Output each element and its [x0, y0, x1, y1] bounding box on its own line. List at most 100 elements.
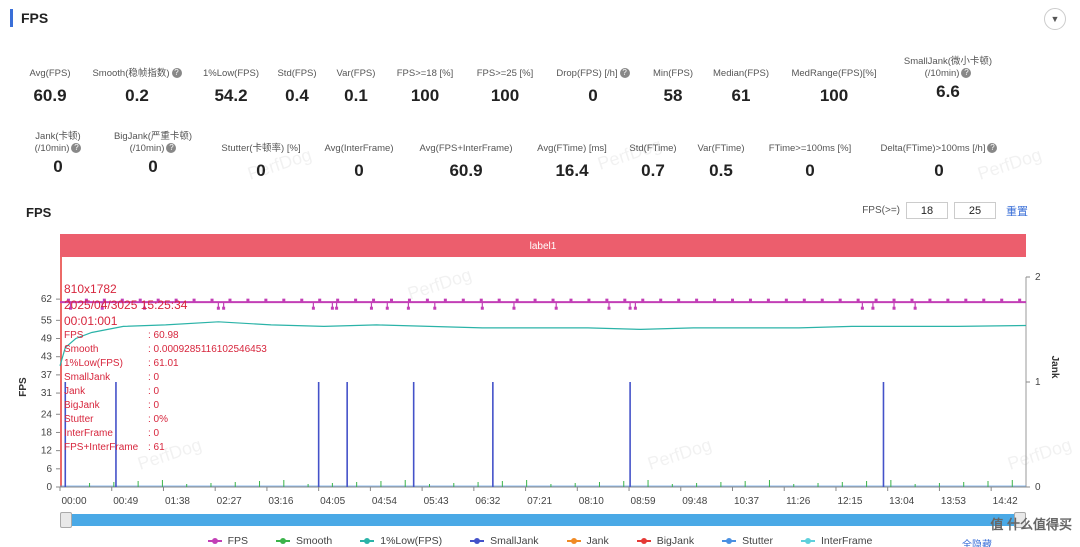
legend-item[interactable]: BigJank [636, 535, 695, 547]
metric-value: 0 [256, 161, 266, 180]
y-tick-label: 49 [41, 334, 53, 345]
series-fps-point [318, 298, 322, 302]
metric-metrics_row1-9: Median(FPS) 61 [681, 68, 801, 106]
metric-label: FPS>=25 [%] [445, 68, 565, 80]
series-fps-point [461, 298, 465, 302]
series-fps-point [354, 298, 358, 302]
series-fps-point [433, 306, 437, 310]
series-fps-point [282, 298, 286, 302]
label-band[interactable] [60, 234, 1026, 257]
series-fps-point [628, 306, 632, 310]
help-icon[interactable]: ? [71, 143, 82, 154]
series-fps-point [192, 298, 196, 302]
metric-value: 0.4 [285, 86, 309, 105]
help-icon[interactable]: ? [619, 68, 630, 79]
tooltip-key: SmallJank [64, 372, 111, 383]
hide-all-link[interactable]: 全隐藏 [962, 540, 992, 547]
scrollbar-right-handle[interactable] [1014, 512, 1026, 528]
x-tick-label: 11:26 [786, 496, 811, 507]
section-title: FPS [21, 10, 49, 26]
legend-label: Smooth [296, 535, 333, 547]
help-icon[interactable]: ? [171, 68, 182, 79]
tooltip-row: Smooth: 0.0009285116102546453 [64, 343, 267, 357]
metric-metrics_row2-6: Std(FTime) 0.7 [593, 143, 713, 181]
help-icon[interactable]: ? [987, 143, 998, 154]
legend-item[interactable]: Smooth [276, 535, 332, 547]
help-icon[interactable]: ? [166, 143, 177, 154]
tooltip-value: : 0% [148, 414, 169, 425]
section-header: FPS [10, 8, 48, 28]
series-fps-point [443, 298, 447, 302]
legend-swatch [722, 538, 737, 544]
series-fps-point [964, 298, 968, 302]
tooltip-datetime: 2025/04/3025 15:25:34 [64, 298, 188, 312]
time-range-scrollbar[interactable] [60, 512, 1026, 528]
series-fps-point [497, 298, 501, 302]
series-fps-point [913, 306, 917, 310]
series-fps-point [677, 298, 681, 302]
tooltip-value: : 0 [148, 372, 160, 383]
tooltip-row: Jank: 0 [64, 385, 267, 399]
series-fps-point [713, 298, 717, 302]
y-tick-label: 37 [41, 370, 53, 381]
metric-label-unit: (/10min) [34, 143, 70, 154]
metric-label: BigJank(严重卡顿) (/10min)? [93, 131, 213, 155]
series-fps-point [982, 298, 986, 302]
y2-tick-label: 1 [1035, 377, 1041, 388]
metric-label-text: Stutter(卡顿率) [%] [221, 143, 301, 154]
metric-value: 0.1 [344, 86, 368, 105]
legend-swatch [276, 538, 291, 544]
series-fps-point [607, 306, 611, 310]
series-fps-point [928, 298, 932, 302]
series-fps-point [330, 306, 334, 310]
series-fps-point [820, 298, 824, 302]
series-fps-point [748, 298, 752, 302]
legend-label: BigJank [656, 535, 695, 547]
fps-threshold-low-input[interactable] [906, 202, 948, 219]
reset-link[interactable]: 重置 [1006, 205, 1028, 218]
series-fps-point [731, 298, 735, 302]
metric-label: Min(FPS) [613, 68, 733, 80]
series-fps-point [210, 298, 214, 302]
y-tick-label: 55 [41, 315, 53, 326]
legend-item[interactable]: InterFrame [801, 535, 872, 547]
y-tick-label: 31 [41, 388, 53, 399]
legend-item[interactable]: FPS [207, 535, 248, 547]
x-tick-label: 08:59 [631, 496, 656, 507]
series-fps-point [633, 306, 637, 310]
metric-label-text: Avg(InterFrame) [324, 143, 394, 154]
metric-metrics_row2-2: Stutter(卡顿率) [%] 0 [201, 143, 321, 181]
legend-swatch [636, 538, 651, 544]
watermark-text: PerfDog [595, 134, 664, 173]
metric-label: Drop(FPS) [/h]? [533, 68, 653, 80]
metric-label-text: Min(FPS) [652, 68, 694, 79]
fps-filter: FPS(>=) 重置 [862, 202, 1028, 219]
fps-threshold-high-input[interactable] [954, 202, 996, 219]
y-tick-label: 24 [41, 409, 53, 420]
tooltip-elapsed: 00:01:001 [64, 314, 118, 328]
y2-tick-label: 0 [1035, 482, 1041, 493]
metric-value: 100 [490, 86, 520, 105]
series-fps-point [605, 298, 609, 302]
metric-label: 1%Low(FPS) [171, 68, 291, 80]
legend-label: Stutter [742, 535, 774, 547]
metric-metrics_row2-4: Avg(FPS+InterFrame) 60.9 [406, 143, 526, 181]
help-icon[interactable]: ? [961, 68, 972, 79]
collapse-button[interactable]: ▼ [1044, 8, 1066, 30]
series-fps-point [641, 298, 645, 302]
legend-item[interactable]: SmallJank [470, 535, 539, 547]
metric-value: 0 [805, 161, 815, 180]
legend-item[interactable]: 1%Low(FPS) [360, 535, 442, 547]
metric-value: 0.7 [641, 161, 665, 180]
series-fps-point [860, 306, 864, 310]
legend-item[interactable]: Stutter [722, 535, 773, 547]
x-tick-label: 06:32 [475, 496, 500, 507]
metric-label-text: Std(FTime) [629, 143, 677, 154]
x-tick-label: 12:15 [837, 496, 862, 507]
scrollbar-left-handle[interactable] [60, 512, 72, 528]
y-axis-title: FPS [18, 377, 29, 397]
legend-item[interactable]: Jank [566, 535, 609, 547]
legend-label: Jank [586, 535, 609, 547]
metric-label-text: MedRange(FPS)[%] [791, 68, 877, 79]
